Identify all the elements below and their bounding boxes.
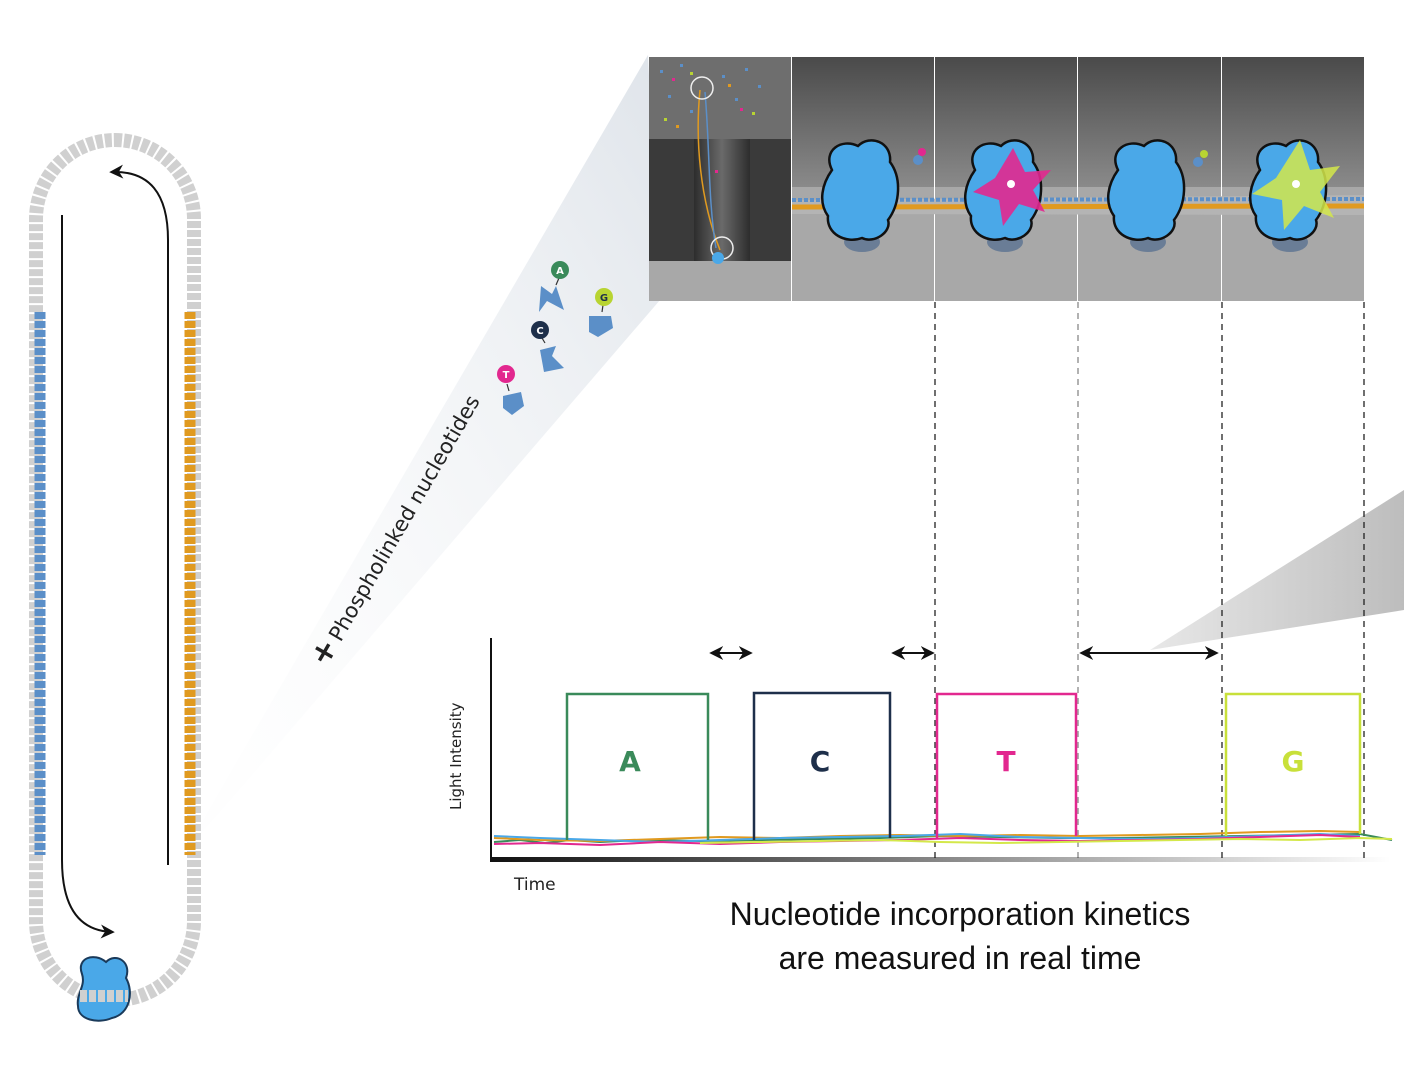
circular-template (29, 133, 201, 1022)
pulse-c (752, 691, 892, 840)
pulse-a (565, 692, 710, 840)
polymerase-4 (1106, 139, 1186, 252)
panel-strip (649, 57, 1365, 301)
pulse-g-label: G (1282, 745, 1305, 778)
panel-zmw-well (649, 57, 791, 301)
polymerase-3 (963, 139, 1051, 252)
baseline-trace-magenta (493, 833, 1361, 847)
nucleotide-c: C (531, 321, 564, 372)
intensity-plot: Light Intensity Time A C T G (447, 638, 1393, 895)
y-axis-label: Light Intensity (447, 702, 465, 810)
pulse-t (935, 692, 1078, 838)
nucleotide-g: G (589, 288, 613, 337)
caption-line-1: Nucleotide incorporation kinetics (729, 896, 1191, 932)
caption-line-2: are measured in real time (778, 940, 1142, 976)
pulse-a-label: A (619, 745, 641, 778)
direction-arrow-down (61, 215, 115, 939)
direction-arrow-up (109, 164, 169, 865)
light-beam-right (1150, 490, 1404, 650)
light-beam-left (130, 55, 660, 945)
nucleotide-t: T (497, 365, 524, 415)
panel-2 (792, 57, 934, 301)
baseline-trace-yellow (699, 836, 1393, 845)
free-nucleotide-t (913, 155, 923, 165)
x-axis-label: Time (513, 875, 556, 895)
caption: Nucleotide incorporation kinetics are me… (610, 892, 1310, 980)
badge-t-letter: T (503, 370, 510, 381)
badge-g-letter: G (600, 293, 608, 304)
nucleotide-a: A (539, 261, 569, 312)
free-nucleotide-g (1193, 157, 1203, 167)
pulse-c-label: C (810, 745, 831, 778)
pulse-g (1224, 692, 1362, 836)
guide-lines (934, 302, 1365, 862)
polymerase-2 (820, 139, 900, 252)
badge-c-letter: C (536, 326, 543, 337)
polymerase-small (76, 956, 131, 1022)
x-axis (491, 857, 1391, 862)
polymerase-5 (1248, 139, 1340, 252)
badge-a-letter: A (556, 266, 564, 277)
pulse-t-label: T (996, 745, 1015, 778)
